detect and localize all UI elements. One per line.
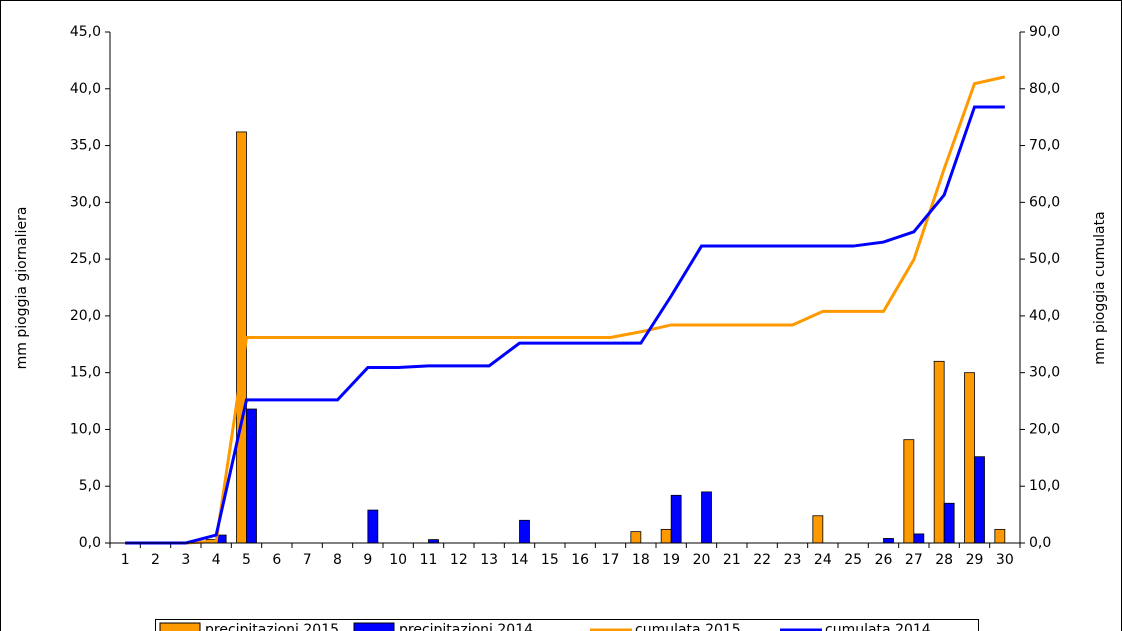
y-tick-label: 30,0 [70,194,101,210]
bar [812,515,824,544]
legend-label: cumulata 2014 [825,622,931,631]
bar [933,360,945,544]
x-tick-label: 7 [303,552,312,568]
y2-tick-label: 50,0 [1029,251,1060,267]
bar [660,528,672,544]
x-tick-label: 2 [151,552,160,568]
x-tick-label: 23 [784,552,802,568]
legend-swatch [353,622,395,631]
legend-label: cumulata 2015 [635,622,741,631]
y2-axis-title: mm pioggia cumulata [1092,211,1108,364]
legend [155,619,979,631]
x-tick-label: 29 [966,552,984,568]
legend-swatch [159,622,201,631]
y-tick-label: 5,0 [79,478,101,494]
bar [964,372,975,544]
y2-tick-label: 40,0 [1029,308,1060,324]
x-tick-label: 21 [723,552,741,568]
line [125,105,1005,545]
bar [670,494,682,544]
x-tick-label: 25 [844,552,862,568]
x-tick-label: 19 [662,552,680,568]
x-tick-label: 16 [571,552,589,568]
y2-tick-label: 20,0 [1029,421,1060,437]
x-tick-label: 11 [420,552,438,568]
y2-tick-label: 0,0 [1029,535,1051,551]
x-tick-label: 24 [814,552,832,568]
x-tick-label: 10 [389,552,407,568]
x-tick-label: 14 [511,552,529,568]
bar [974,456,985,544]
y2-tick-label: 70,0 [1029,138,1060,154]
bar [246,408,257,544]
bar [903,439,915,544]
y-tick-label: 35,0 [70,138,101,154]
x-tick-label: 4 [212,552,221,568]
y2-tick-label: 90,0 [1029,24,1060,40]
y-tick-label: 40,0 [70,81,101,97]
y2-tick-label: 80,0 [1029,81,1060,97]
y-tick-label: 25,0 [70,251,101,267]
y-tick-label: 10,0 [70,421,101,437]
legend-label: precipitazioni 2015 [205,622,339,631]
x-tick-label: 5 [242,552,251,568]
line [125,75,1006,545]
x-tick-label: 22 [753,552,771,568]
bar [913,533,925,544]
bar [367,509,379,544]
x-tick-label: 26 [875,552,893,568]
x-tick-label: 27 [905,552,923,568]
y2-tick-label: 10,0 [1029,478,1060,494]
x-tick-label: 15 [541,552,559,568]
x-tick-label: 6 [272,552,281,568]
bar [630,531,642,544]
y2-tick-label: 60,0 [1029,194,1060,210]
y-axis-title: mm pioggia giornaliera [14,207,30,370]
bar [701,491,712,544]
y-tick-label: 0,0 [79,535,101,551]
bar [943,502,955,544]
legend-label: precipitazioni 2014 [399,622,533,631]
x-tick-label: 9 [363,552,372,568]
y-tick-label: 45,0 [70,24,101,40]
x-tick-label: 20 [693,552,711,568]
y2-tick-label: 30,0 [1029,365,1060,381]
bar [883,538,894,544]
bar [519,519,530,544]
x-tick-label: 30 [996,552,1014,568]
bar [994,528,1006,544]
x-tick-label: 13 [480,552,498,568]
bar [428,539,439,544]
x-tick-label: 1 [121,552,130,568]
y-tick-label: 20,0 [70,308,101,324]
x-tick-label: 8 [333,552,342,568]
x-tick-label: 12 [450,552,468,568]
x-tick-label: 18 [632,552,650,568]
x-tick-label: 17 [602,552,620,568]
x-tick-label: 28 [935,552,953,568]
y-tick-label: 15,0 [70,365,101,381]
x-tick-label: 3 [181,552,190,568]
